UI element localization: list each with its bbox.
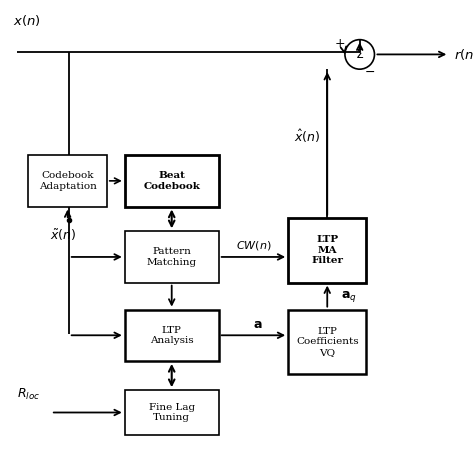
- Text: $R_{loc}$: $R_{loc}$: [17, 387, 40, 402]
- Text: Fine Lag
Tuning: Fine Lag Tuning: [149, 403, 195, 422]
- Text: Codebook
Adaptation: Codebook Adaptation: [39, 171, 97, 190]
- Text: +: +: [334, 37, 345, 50]
- Text: LTP
Analysis: LTP Analysis: [150, 326, 193, 345]
- FancyBboxPatch shape: [125, 390, 219, 435]
- FancyBboxPatch shape: [28, 155, 107, 207]
- Text: $\hat{x}(n)$: $\hat{x}(n)$: [294, 128, 320, 145]
- FancyBboxPatch shape: [288, 218, 366, 283]
- Text: $\mathbf{a}$: $\mathbf{a}$: [253, 317, 263, 330]
- Text: LTP
Coefficients
VQ: LTP Coefficients VQ: [296, 327, 358, 357]
- Text: $CW(n)$: $CW(n)$: [236, 239, 271, 252]
- FancyBboxPatch shape: [125, 309, 219, 361]
- Text: $-$: $-$: [364, 65, 375, 78]
- Text: $\tilde{x}(n)$: $\tilde{x}(n)$: [50, 228, 76, 243]
- Text: $r(n)$: $r(n)$: [454, 47, 474, 62]
- FancyBboxPatch shape: [125, 155, 219, 207]
- Text: $\Sigma$: $\Sigma$: [355, 48, 364, 61]
- FancyBboxPatch shape: [125, 231, 219, 283]
- Text: Beat
Codebook: Beat Codebook: [143, 171, 200, 190]
- Text: $x(n)$: $x(n)$: [13, 13, 41, 28]
- Text: Pattern
Matching: Pattern Matching: [146, 247, 197, 267]
- FancyBboxPatch shape: [288, 309, 366, 374]
- Text: $\mathbf{a}_q$: $\mathbf{a}_q$: [341, 289, 356, 304]
- Text: LTP
MA
Filter: LTP MA Filter: [311, 235, 343, 265]
